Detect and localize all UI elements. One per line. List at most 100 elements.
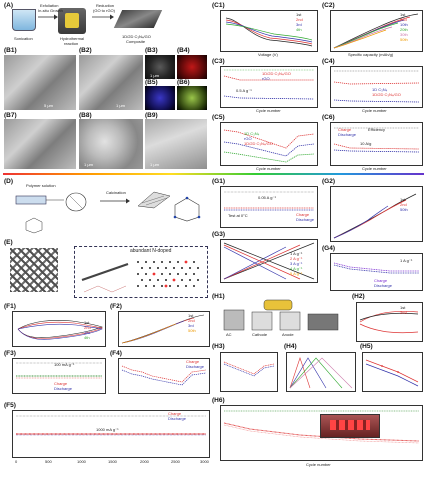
- chart-c1: [220, 10, 318, 52]
- label-h3: (H3): [212, 343, 225, 350]
- f3-legend-2: Discharge: [54, 386, 73, 391]
- c2-legend-3: 10th: [400, 22, 408, 27]
- h5-curves: [365, 359, 419, 387]
- d-calcination-label: Calcination: [106, 190, 126, 195]
- f3-rate: 100 mA g⁻¹: [54, 362, 75, 367]
- chart-c6: [330, 122, 423, 166]
- sem-image-b2: [79, 55, 143, 110]
- g2-legend-2: 2nd: [400, 202, 407, 207]
- scale-b2: 1 μm: [116, 103, 125, 108]
- a-arrow-2: [92, 14, 114, 20]
- label-d: (D): [4, 178, 14, 185]
- sem-image-b1: [4, 55, 76, 110]
- a-step2: Reduction: [96, 3, 115, 8]
- label-c2: (C2): [322, 2, 335, 9]
- reactor-inner-yellow: [65, 13, 79, 28]
- chart-c5: [220, 122, 318, 166]
- g1-curves: [224, 191, 314, 211]
- h6-xlabel: Cycle number: [306, 462, 331, 467]
- c5-legend-2: rGO: [244, 136, 252, 141]
- f2-legend-4: 50th: [188, 328, 196, 333]
- c3-legend-2: rGO: [262, 76, 270, 81]
- c3-rate: 0.5 A g⁻¹: [236, 88, 252, 93]
- f5-xtick-6: 3000: [200, 459, 209, 464]
- g2-legend-3: 50th: [400, 207, 408, 212]
- d-film: [137, 191, 171, 209]
- tem-image-b9: [145, 119, 207, 169]
- label-c1: (C1): [212, 2, 225, 9]
- g3-legend-5: 5 A g⁻¹: [290, 271, 303, 276]
- chart-g1: [220, 186, 318, 228]
- f5-legend-1: Charge: [168, 411, 182, 416]
- f5-xtick-1: 500: [45, 459, 52, 464]
- c4-xlabel: Cycle number: [362, 108, 387, 113]
- c1-legend-4: 4th: [296, 27, 302, 32]
- label-h4: (H4): [284, 343, 297, 350]
- c2-legend-4: 20th: [400, 27, 408, 32]
- e-lattice: [81, 260, 199, 293]
- g2-legend-1: 1st: [400, 197, 406, 202]
- f4-curves: [121, 365, 207, 386]
- chart-h3: [220, 352, 278, 392]
- a-caption1: Sonication: [14, 36, 33, 41]
- chart-c2: [330, 10, 423, 52]
- eds-map-b6: [177, 86, 207, 110]
- composite-sheet: [113, 10, 163, 28]
- c1-legend-1: 1st: [296, 12, 302, 17]
- chart-c3: [220, 66, 318, 108]
- f2-legend-2: 2nd: [188, 318, 195, 323]
- chart-h5: [362, 352, 423, 392]
- label-b1: (B1): [4, 47, 17, 54]
- c4-legend-1: 1D C₃N₄: [372, 87, 388, 92]
- a-caption3: 1D/2D C₃N₄/GO: [122, 34, 151, 39]
- f5-rate: 1000 mA g⁻¹: [96, 427, 119, 432]
- h2-legend-2: 2nd: [400, 310, 407, 315]
- e-n-doped-label: abundant N-doped: [130, 248, 172, 254]
- f4-legend-1: Charge: [186, 359, 200, 364]
- f2-legend-1: 1st: [188, 313, 194, 318]
- f1-curves: [17, 319, 103, 340]
- c1-legend-2: 2nd: [296, 17, 303, 22]
- label-c5: (C5): [212, 114, 225, 121]
- c4-curves: [333, 70, 420, 103]
- c2-xlabel: Specific capacity (mAh/g): [348, 52, 394, 57]
- label-e: (E): [4, 239, 13, 246]
- scale-b8: 1 μm: [84, 162, 93, 167]
- chart-h2: [356, 302, 423, 342]
- g4-curves: [333, 262, 419, 274]
- sem-image-b8: [79, 119, 143, 169]
- label-g1: (G1): [212, 178, 225, 185]
- c3-xlabel: Cycle number: [256, 108, 281, 113]
- e-fiber-network: [10, 248, 58, 292]
- g3-legend-1: 1 A g⁻¹: [290, 251, 303, 256]
- a-step1: Exfoliation: [40, 3, 59, 8]
- chart-f4: [118, 358, 210, 394]
- h6-curves: [223, 410, 420, 444]
- g1-note: Test at 0°C: [228, 213, 248, 218]
- g1-legend-2: Discharge: [296, 217, 315, 222]
- label-f1: (F1): [4, 303, 16, 310]
- c5-curves: [223, 129, 315, 163]
- c1-legend-3: 3rd: [296, 22, 302, 27]
- f2-curves: [121, 314, 205, 344]
- c2-legend-5: 30th: [400, 32, 408, 37]
- f2-legend-3: 3rd: [188, 323, 194, 328]
- c5-legend-3: 1D/2D C₃N₄/GO: [244, 141, 273, 146]
- g4-legend-1: Charge: [374, 278, 388, 283]
- c2-legend-1: 1st: [400, 12, 406, 17]
- e-zoom-box: [74, 246, 208, 298]
- d-arrow: [100, 198, 130, 204]
- c5-legend-1: 1D C₃N₄: [244, 131, 260, 136]
- a-caption3b: Composite: [126, 39, 146, 44]
- label-b7: (B7): [4, 112, 17, 119]
- eds-map-b4: [177, 55, 207, 79]
- label-f4: (F4): [110, 350, 122, 357]
- chart-f1: [12, 311, 106, 347]
- f5-legend-2: Discharge: [168, 416, 187, 421]
- h1-label-cathode: Cathode: [252, 332, 268, 337]
- label-c6: (C6): [322, 114, 335, 121]
- c2-legend-6: 50th: [400, 37, 408, 42]
- h1-device: [223, 299, 339, 331]
- label-b2: (B2): [79, 47, 92, 54]
- label-f5: (F5): [4, 402, 16, 409]
